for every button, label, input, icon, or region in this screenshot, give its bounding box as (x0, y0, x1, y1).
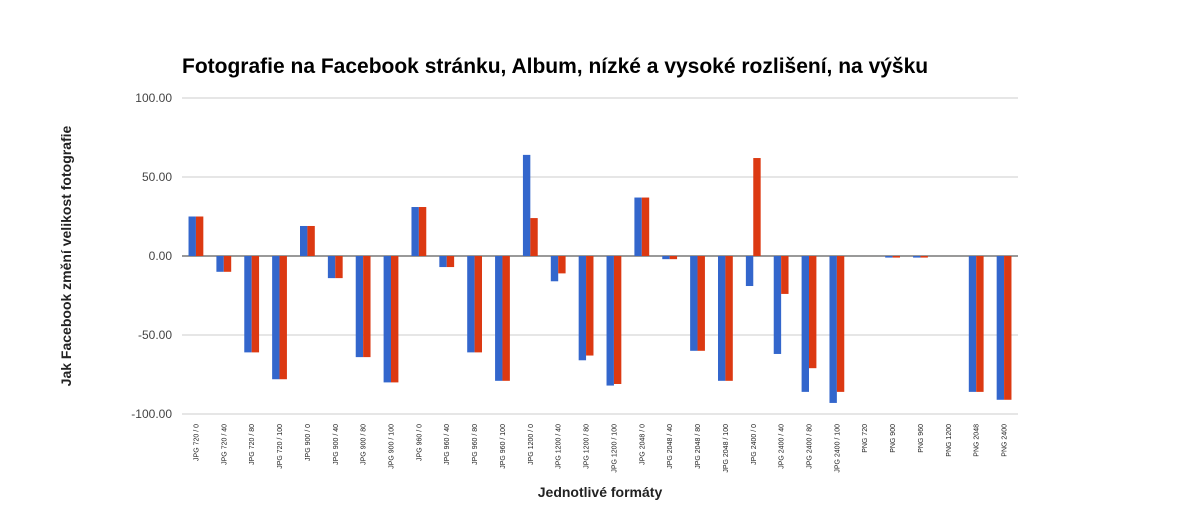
bar-series-2 (1004, 256, 1012, 400)
bar-series-1 (606, 256, 614, 386)
bar-series-2 (920, 256, 928, 258)
x-tick-label: JPG 720 / 40 (221, 424, 228, 465)
bar-series-2 (223, 256, 232, 272)
x-tick-label: JPG 1200 / 40 (556, 424, 563, 469)
y-tick-label: 0.00 (149, 249, 173, 263)
x-tick-label: JPG 900 / 100 (389, 424, 396, 469)
x-tick-label: PNG 900 (890, 424, 897, 453)
bar-series-1 (885, 256, 893, 258)
bar-series-1 (968, 256, 977, 392)
y-tick-label: -50.00 (138, 328, 172, 342)
bar-series-1 (411, 207, 419, 256)
x-tick-label: JPG 2048 / 100 (723, 424, 730, 473)
x-tick-label: PNG 960 (918, 424, 925, 453)
bar-series-1 (272, 256, 280, 380)
bar-series-2 (279, 256, 287, 380)
x-tick-label: JPG 1200 / 100 (611, 424, 618, 473)
x-tick-label: JPG 900 / 0 (305, 424, 312, 461)
x-tick-label: PNG 1200 (946, 424, 953, 457)
bar-series-2 (335, 256, 343, 279)
bar-series-2 (418, 207, 427, 256)
bar-series-2 (251, 256, 260, 353)
x-tick-label: JPG 960 / 0 (416, 424, 423, 461)
x-axis-ticks: JPG 720 / 0 JPG 720 / 40 JPG 720 / 80 JPG 7… (193, 424, 1008, 473)
bar-series-1 (745, 256, 754, 287)
bar-series-2 (892, 256, 900, 258)
y-tick-label: 50.00 (142, 170, 172, 184)
x-tick-label: JPG 1200 / 80 (584, 424, 591, 469)
x-tick-label: JPG 720 / 80 (249, 424, 256, 465)
chart-title: Fotografie na Facebook stránku, Album, n… (182, 55, 929, 78)
y-axis-ticks: 100.00 50.00 0.00 -50.00 -100.00 (131, 91, 172, 421)
y-tick-label: 100.00 (135, 91, 172, 105)
bar-series-2 (725, 256, 733, 381)
x-tick-label: JPG 2048 / 40 (667, 424, 674, 469)
x-tick-label: JPG 2400 / 80 (807, 424, 814, 469)
x-tick-label: JPG 2048 / 80 (695, 424, 702, 469)
bar-series-2 (669, 256, 678, 260)
bar-series-1 (355, 256, 364, 358)
x-tick-label: JPG 720 / 100 (277, 424, 284, 469)
x-tick-label: JPG 900 / 80 (361, 424, 368, 465)
bar-series-1 (188, 216, 196, 256)
gridlines (182, 97, 1018, 415)
bar-series-2 (307, 225, 315, 256)
x-tick-label: JPG 900 / 40 (333, 424, 340, 465)
bar-series-1 (467, 256, 475, 353)
bar-series-1 (300, 225, 308, 256)
bar-series-1 (913, 256, 921, 258)
x-tick-label: JPG 2400 / 0 (751, 424, 758, 465)
bar-series-2 (976, 256, 984, 392)
bar-series-2 (363, 256, 371, 358)
bar-series-2 (195, 216, 204, 256)
bar-series-1 (522, 154, 531, 256)
x-tick-label: JPG 960 / 100 (500, 424, 507, 469)
bar-series-1 (718, 256, 726, 381)
bar-series-2 (836, 256, 845, 392)
bar-series-1 (996, 256, 1005, 400)
x-tick-label: PNG 2400 (1002, 424, 1009, 457)
x-tick-label: JPG 720 / 0 (193, 424, 200, 461)
bars (188, 154, 1012, 403)
x-tick-label: JPG 2400 / 40 (779, 424, 786, 469)
bar-series-1 (690, 256, 698, 351)
x-tick-label: JPG 960 / 40 (444, 424, 451, 465)
x-tick-label: JPG 2400 / 100 (834, 424, 841, 473)
bar-series-1 (550, 256, 559, 282)
bar-series-2 (753, 158, 761, 256)
x-tick-label: JPG 2048 / 0 (639, 424, 646, 465)
bar-series-1 (495, 256, 503, 381)
bar-series-2 (697, 256, 705, 351)
x-tick-label: JPG 960 / 80 (472, 424, 479, 465)
bar-series-1 (662, 256, 670, 260)
x-tick-label: PNG 2048 (974, 424, 981, 457)
bar-series-1 (578, 256, 587, 361)
bar-series-2 (586, 256, 594, 356)
x-axis-title: Jednotlivé formáty (537, 484, 663, 500)
bar-series-1 (773, 256, 782, 354)
x-tick-label: PNG 720 (862, 424, 869, 453)
bar-series-1 (383, 256, 391, 383)
bar-series-2 (474, 256, 482, 353)
bar-series-1 (216, 256, 224, 272)
x-tick-label: JPG 1200 / 0 (528, 424, 535, 465)
bar-series-2 (613, 256, 622, 384)
bar-series-2 (502, 256, 510, 381)
bar-series-1 (801, 256, 809, 392)
bar-series-1 (634, 197, 642, 256)
bar-series-2 (641, 197, 650, 256)
bar-series-1 (327, 256, 336, 279)
bar-series-1 (244, 256, 252, 353)
bar-series-2 (809, 256, 817, 369)
bar-series-2 (558, 256, 566, 274)
bar-series-1 (829, 256, 837, 403)
bar-series-2 (391, 256, 399, 383)
bar-series-2 (781, 256, 789, 294)
bar-series-2 (530, 218, 538, 256)
y-tick-label: -100.00 (131, 407, 172, 421)
bar-series-2 (446, 256, 455, 268)
bar-series-1 (439, 256, 447, 268)
